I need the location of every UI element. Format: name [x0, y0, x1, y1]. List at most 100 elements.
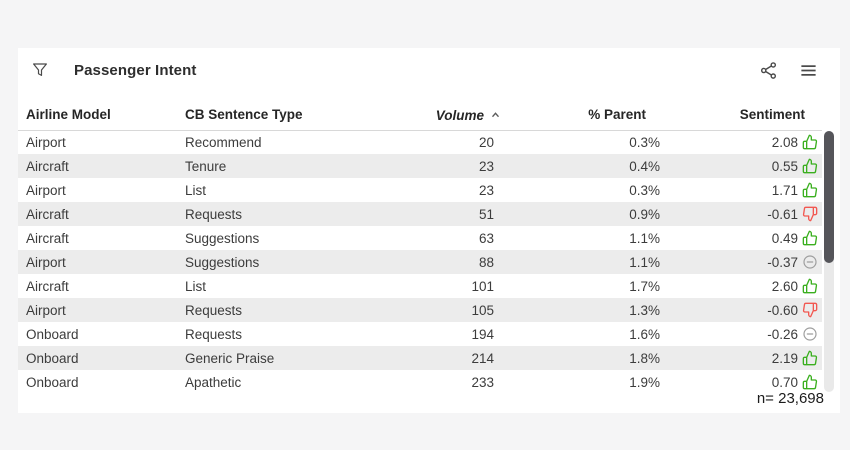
sentiment-value: 2.60: [771, 278, 798, 294]
column-header-cb-sentence-type[interactable]: CB Sentence Type: [177, 100, 348, 131]
thumbs-up-icon: [802, 182, 818, 198]
thumbs-down-icon: [802, 302, 818, 318]
airline-model-cell: Aircraft: [26, 230, 69, 246]
volume-cell: 233: [471, 374, 494, 390]
cb-sentence-type-cell: Tenure: [185, 158, 227, 174]
airline-model-cell: Onboard: [26, 326, 79, 342]
hamburger-menu-icon[interactable]: [798, 60, 818, 80]
cb-sentence-type-cell: Requests: [185, 302, 243, 318]
sentiment-cell: 0.55: [668, 154, 822, 178]
volume-cell: 194: [471, 326, 494, 342]
column-header-pct-parent[interactable]: % Parent: [502, 100, 668, 131]
volume-cell: 20: [478, 134, 494, 150]
airline-model-cell: Onboard: [26, 350, 79, 366]
cb-sentence-type-cell: Suggestions: [185, 230, 260, 246]
sentiment-value: 0.55: [771, 158, 798, 174]
airline-model-cell: Airport: [26, 302, 66, 318]
airline-model-cell: Airport: [26, 182, 66, 198]
pct-parent-cell: 0.3%: [629, 182, 660, 198]
table-row[interactable]: Onboard Requests 194 1.6% -0.26: [18, 322, 822, 346]
airline-model-cell: Aircraft: [26, 206, 69, 222]
sentiment-cell: 0.70: [668, 370, 822, 394]
sentiment-cell: 2.08: [668, 130, 822, 154]
sentiment-cell: 1.71: [668, 178, 822, 202]
sentiment-cell: 2.60: [668, 274, 822, 298]
volume-cell: 23: [478, 182, 494, 198]
pct-parent-cell: 0.3%: [629, 134, 660, 150]
widget-actions: [758, 60, 828, 80]
thumbs-up-icon: [802, 230, 818, 246]
minus-circle-icon: [802, 254, 818, 270]
table-header-row: Airline Model CB Sentence Type Volume % …: [18, 100, 822, 131]
volume-cell: 63: [478, 230, 494, 246]
thumbs-up-icon: [802, 158, 818, 174]
table-row[interactable]: Aircraft List 101 1.7% 2.60: [18, 274, 822, 298]
volume-cell: 214: [471, 350, 494, 366]
passenger-intent-widget: Passenger Intent Airline Model CB Senten…: [18, 48, 840, 413]
sentiment-value: -0.26: [767, 326, 798, 342]
cb-sentence-type-cell: List: [185, 278, 207, 294]
sentiment-value: -0.37: [767, 254, 798, 270]
cb-sentence-type-cell: Apathetic: [185, 374, 242, 390]
passenger-intent-table: Airline Model CB Sentence Type Volume % …: [18, 100, 822, 394]
scrollbar-track[interactable]: [824, 131, 834, 392]
pct-parent-cell: 1.6%: [629, 326, 660, 342]
sentiment-cell: -0.37: [668, 250, 822, 274]
table-row[interactable]: Airport Suggestions 88 1.1% -0.37: [18, 250, 822, 274]
cb-sentence-type-cell: Generic Praise: [185, 350, 275, 366]
thumbs-up-icon: [802, 278, 818, 294]
caret-up-icon: [491, 106, 500, 121]
widget-title: Passenger Intent: [74, 61, 197, 79]
sentiment-value: -0.60: [767, 302, 798, 318]
sentiment-cell: 0.49: [668, 226, 822, 250]
thumbs-up-icon: [802, 374, 818, 390]
minus-circle-icon: [802, 326, 818, 342]
sentiment-value: 0.70: [771, 374, 798, 390]
sentiment-cell: -0.61: [668, 202, 822, 226]
volume-cell: 105: [471, 302, 494, 318]
filter-icon[interactable]: [30, 60, 50, 80]
volume-cell: 101: [471, 278, 494, 294]
airline-model-cell: Onboard: [26, 374, 79, 390]
pct-parent-cell: 1.1%: [629, 254, 660, 270]
pct-parent-cell: 0.9%: [629, 206, 660, 222]
table-row[interactable]: Airport List 23 0.3% 1.71: [18, 178, 822, 202]
pct-parent-cell: 1.1%: [629, 230, 660, 246]
table-row[interactable]: Onboard Apathetic 233 1.9% 0.70: [18, 370, 822, 394]
airline-model-cell: Airport: [26, 134, 66, 150]
column-header-volume[interactable]: Volume: [348, 100, 502, 131]
thumbs-up-icon: [802, 350, 818, 366]
share-network-icon[interactable]: [758, 60, 778, 80]
pct-parent-cell: 1.3%: [629, 302, 660, 318]
volume-cell: 51: [478, 206, 494, 222]
cb-sentence-type-cell: Requests: [185, 206, 243, 222]
cb-sentence-type-cell: Suggestions: [185, 254, 260, 270]
cb-sentence-type-cell: Requests: [185, 326, 243, 342]
airline-model-cell: Aircraft: [26, 158, 69, 174]
table-row[interactable]: Airport Recommend 20 0.3% 2.08: [18, 130, 822, 154]
table-row[interactable]: Aircraft Requests 51 0.9% -0.61: [18, 202, 822, 226]
cb-sentence-type-cell: List: [185, 182, 207, 198]
volume-header-label: Volume: [435, 108, 484, 124]
volume-cell: 23: [478, 158, 494, 174]
table-row[interactable]: Aircraft Suggestions 63 1.1% 0.49: [18, 226, 822, 250]
cb-sentence-type-cell: Recommend: [185, 134, 262, 150]
airline-model-cell: Airport: [26, 254, 66, 270]
sentiment-value: 0.49: [771, 230, 798, 246]
total-count-label: n= 23,698: [756, 390, 824, 407]
table-row[interactable]: Airport Requests 105 1.3% -0.60: [18, 298, 822, 322]
column-header-sentiment[interactable]: Sentiment: [668, 100, 822, 131]
table-row[interactable]: Aircraft Tenure 23 0.4% 0.55: [18, 154, 822, 178]
sentiment-cell: -0.60: [668, 298, 822, 322]
thumbs-up-icon: [802, 134, 818, 150]
pct-parent-cell: 0.4%: [629, 158, 660, 174]
widget-header: Passenger Intent: [18, 48, 840, 88]
pct-parent-cell: 1.8%: [629, 350, 660, 366]
table-row[interactable]: Onboard Generic Praise 214 1.8% 2.19: [18, 346, 822, 370]
sentiment-cell: -0.26: [668, 322, 822, 346]
scrollbar-thumb[interactable]: [824, 131, 834, 263]
sentiment-value: 2.19: [771, 350, 798, 366]
column-header-airline-model[interactable]: Airline Model: [18, 100, 177, 131]
volume-cell: 88: [478, 254, 494, 270]
pct-parent-cell: 1.9%: [629, 374, 660, 390]
